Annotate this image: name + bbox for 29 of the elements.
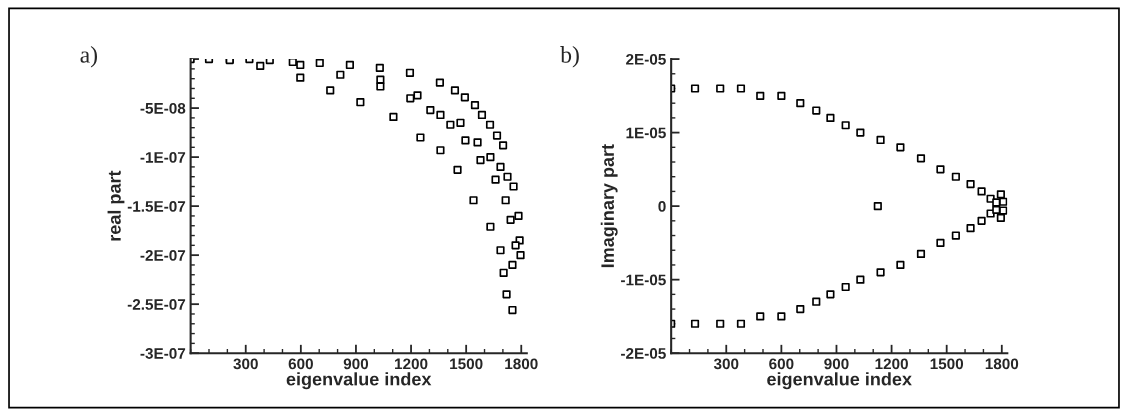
x-axis-title: eigenvalue index [286, 372, 432, 390]
x-tick-label: 1500 [450, 358, 483, 370]
x-tick-label: 300 [713, 358, 739, 370]
x-tick-label: 900 [343, 358, 369, 370]
y-tick-label: -2E-05 [621, 348, 666, 359]
chart-title: b) [560, 46, 579, 68]
x-tick-label: 1200 [875, 358, 908, 370]
y-tick-label: 1E-05 [626, 127, 666, 139]
y-tick-label: -1E-05 [621, 274, 666, 286]
y-tick-label: 2E-05 [626, 53, 666, 65]
x-tick-label: 900 [824, 358, 849, 370]
x-tick-label: 600 [288, 358, 313, 370]
y-tick-label: -2.5E-07 [127, 299, 186, 310]
x-axis-title: eigenvalue index [767, 372, 912, 390]
x-tick-label: 1500 [930, 358, 964, 370]
y-tick-label: -5E-08 [140, 102, 186, 114]
x-tick-label: 600 [769, 358, 794, 370]
x-tick-label: 1200 [395, 358, 428, 370]
x-tick-label: 1800 [505, 358, 538, 370]
y-tick-label: -3E-07 [140, 348, 186, 359]
x-tick-label: 1800 [985, 358, 1019, 370]
y-tick-label: -1.5E-07 [127, 201, 186, 212]
y-tick-label: -1E-07 [140, 151, 186, 163]
y-tick-label: 0 [658, 201, 666, 212]
y-axis-title: real part [107, 170, 125, 241]
y-axis-title: Imaginary part [600, 144, 618, 268]
x-tick-label: 300 [233, 358, 258, 370]
chart-title: a) [80, 46, 98, 68]
y-tick-label: -2E-07 [140, 250, 186, 261]
